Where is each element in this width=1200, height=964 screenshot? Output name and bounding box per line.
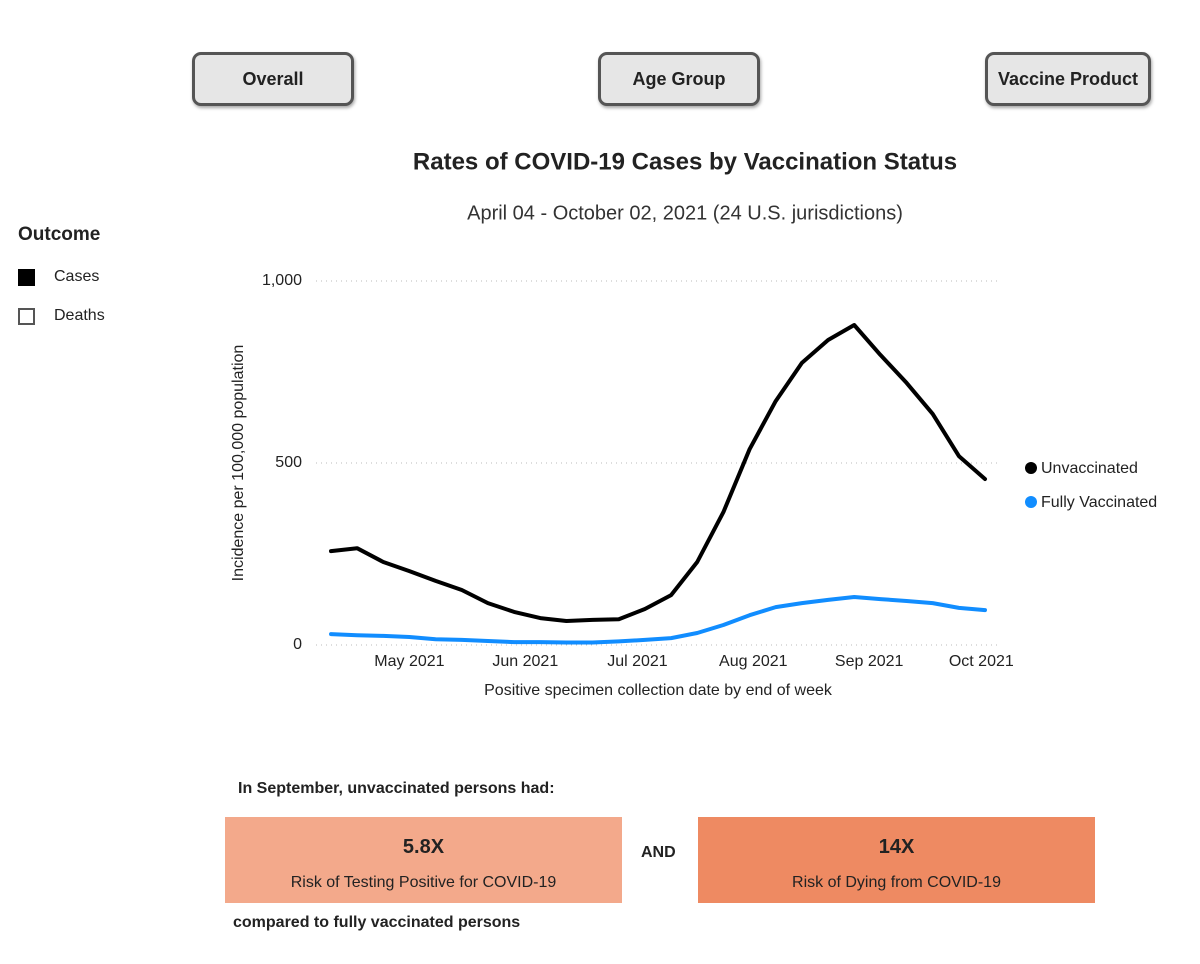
legend-label: Unvaccinated — [1041, 460, 1138, 477]
legend-label: Fully Vaccinated — [1041, 494, 1157, 511]
legend-marker — [1025, 462, 1037, 474]
slicer-title: Outcome — [18, 224, 101, 245]
summary-connector: AND — [641, 844, 676, 861]
x-axis-label: Positive specimen collection date by end… — [484, 682, 833, 699]
y-axis-label: Incidence per 100,000 population — [230, 345, 247, 582]
series-line — [329, 323, 987, 623]
checkbox[interactable] — [18, 268, 35, 286]
summary-label: Risk of Testing Positive for COVID-19 — [290, 874, 557, 891]
chart-title: Rates of COVID-19 Cases by Vaccination S… — [413, 148, 957, 175]
tab-button[interactable]: Overall — [192, 52, 354, 106]
tab-button[interactable]: Age Group — [598, 52, 760, 106]
chart: Rates of COVID-19 Cases by Vaccination S… — [230, 148, 1157, 699]
summary-box: 5.8X Risk of Testing Positive for COVID-… — [225, 817, 622, 903]
legend-marker — [1025, 496, 1037, 508]
x-tick-label: Oct 2021 — [949, 653, 1014, 670]
x-tick-label: Jun 2021 — [492, 653, 558, 670]
summary-value: 14X — [878, 836, 915, 858]
x-tick-label: Sep 2021 — [835, 653, 904, 670]
summary-value: 5.8X — [402, 836, 445, 858]
summary-label: Risk of Dying from COVID-19 — [792, 874, 1001, 891]
x-tick-label: Aug 2021 — [719, 653, 788, 670]
summary-box: 14X Risk of Dying from COVID-19 — [698, 817, 1095, 903]
summary-footer: compared to fully vaccinated persons — [233, 914, 521, 931]
x-tick-label: May 2021 — [374, 653, 444, 670]
x-tick-label: Jul 2021 — [607, 653, 668, 670]
slicer-item[interactable]: Deaths — [18, 307, 105, 325]
y-tick-label: 0 — [293, 636, 302, 653]
y-tick-label: 1,000 — [262, 272, 302, 289]
chart-subtitle: April 04 - October 02, 2021 (24 U.S. jur… — [467, 202, 903, 224]
checkbox[interactable] — [18, 307, 35, 325]
series-line — [329, 595, 987, 645]
y-tick-label: 500 — [275, 454, 302, 471]
tab-button[interactable]: Vaccine Product — [985, 52, 1151, 106]
slicer-item[interactable]: Cases — [18, 268, 99, 286]
summary-intro: In September, unvaccinated persons had: — [238, 780, 555, 797]
slicer-label: Cases — [54, 268, 100, 285]
slicer-label: Deaths — [54, 307, 105, 324]
